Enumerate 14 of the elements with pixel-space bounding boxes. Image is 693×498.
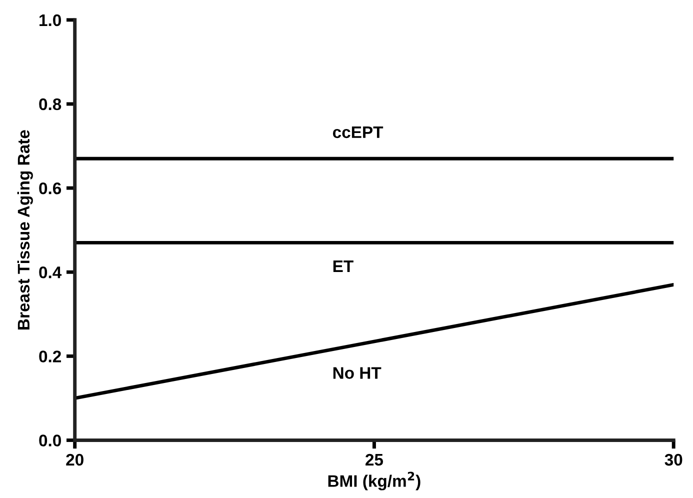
y-axis-title: Breast Tissue Aging Rate — [17, 130, 33, 330]
series-label: ccEPT — [332, 126, 384, 138]
y-tick-label: 0.2 — [39, 350, 61, 362]
x-axis-title: BMI (kg/m$^{2}$) — [328, 472, 420, 490]
series-label: ET — [333, 260, 354, 272]
x-tick-label: 25 — [366, 454, 384, 466]
x-tick-label: 20 — [66, 454, 84, 466]
y-tick-label: 0.8 — [39, 98, 62, 110]
x-tick-label: 30 — [664, 454, 682, 466]
y-tick-label: 0.4 — [39, 266, 62, 278]
text: 0.0 — [39, 434, 61, 446]
y-tick-label: 0.6 — [39, 182, 62, 194]
text: 1.0 — [40, 14, 61, 26]
series-label: No HT — [333, 367, 382, 379]
